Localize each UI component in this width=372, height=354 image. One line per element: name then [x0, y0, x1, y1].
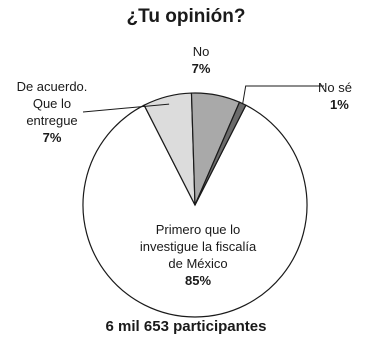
label-fiscalia: Primero que lo investigue la fiscalía de…	[98, 221, 298, 289]
label-fiscalia-value: 85%	[184, 273, 212, 288]
participants-footer: 6 mil 653 participantes	[105, 318, 267, 335]
label-fiscalia-line-3: de México	[168, 256, 228, 271]
label-no-value: 7%	[191, 61, 211, 76]
label-no: No 7%	[176, 43, 226, 77]
label-no-se-value: 1%	[330, 97, 349, 112]
leader-no-se	[242, 85, 324, 104]
chart-title: ¿Tu opinión?	[126, 6, 246, 27]
label-fiscalia-line-2: investigue la fiscalía	[139, 239, 257, 254]
label-de-acuerdo-line-1: De acuerdo.	[16, 79, 88, 94]
label-de-acuerdo-line-3: entregue	[26, 113, 78, 128]
label-no-line-1: No	[192, 44, 210, 59]
label-no-se-line-1: No sé	[318, 80, 352, 95]
leader-de-acuerdo	[82, 103, 170, 113]
slice-fiscalia	[82, 104, 308, 318]
label-de-acuerdo-line-2: Que lo	[32, 96, 72, 111]
label-fiscalia-line-1: Primero que lo	[155, 222, 241, 237]
label-no-se: No sé 1%	[318, 79, 370, 113]
label-de-acuerdo: De acuerdo. Que lo entregue 7%	[4, 78, 100, 146]
label-de-acuerdo-value: 7%	[42, 130, 62, 145]
